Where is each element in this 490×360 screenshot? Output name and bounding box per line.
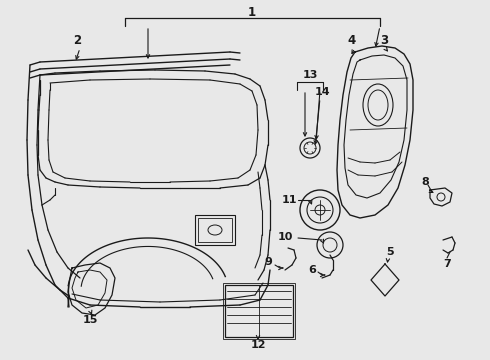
Bar: [198, 218, 232, 242]
Text: 3: 3: [380, 33, 388, 46]
Bar: [225, 285, 293, 337]
Text: 13: 13: [302, 70, 318, 80]
Text: 9: 9: [264, 257, 272, 267]
Text: 1: 1: [248, 5, 256, 18]
Text: 7: 7: [443, 259, 451, 269]
Text: 11: 11: [281, 195, 297, 205]
Text: 10: 10: [277, 232, 293, 242]
Text: 2: 2: [73, 33, 81, 46]
Text: 15: 15: [82, 315, 98, 325]
Text: 6: 6: [308, 265, 316, 275]
Text: 12: 12: [250, 340, 266, 350]
Text: 5: 5: [386, 247, 394, 257]
Text: 14: 14: [315, 87, 331, 97]
Text: 4: 4: [348, 33, 356, 46]
Bar: [223, 283, 295, 339]
Bar: [195, 215, 235, 245]
Text: 8: 8: [421, 177, 429, 187]
